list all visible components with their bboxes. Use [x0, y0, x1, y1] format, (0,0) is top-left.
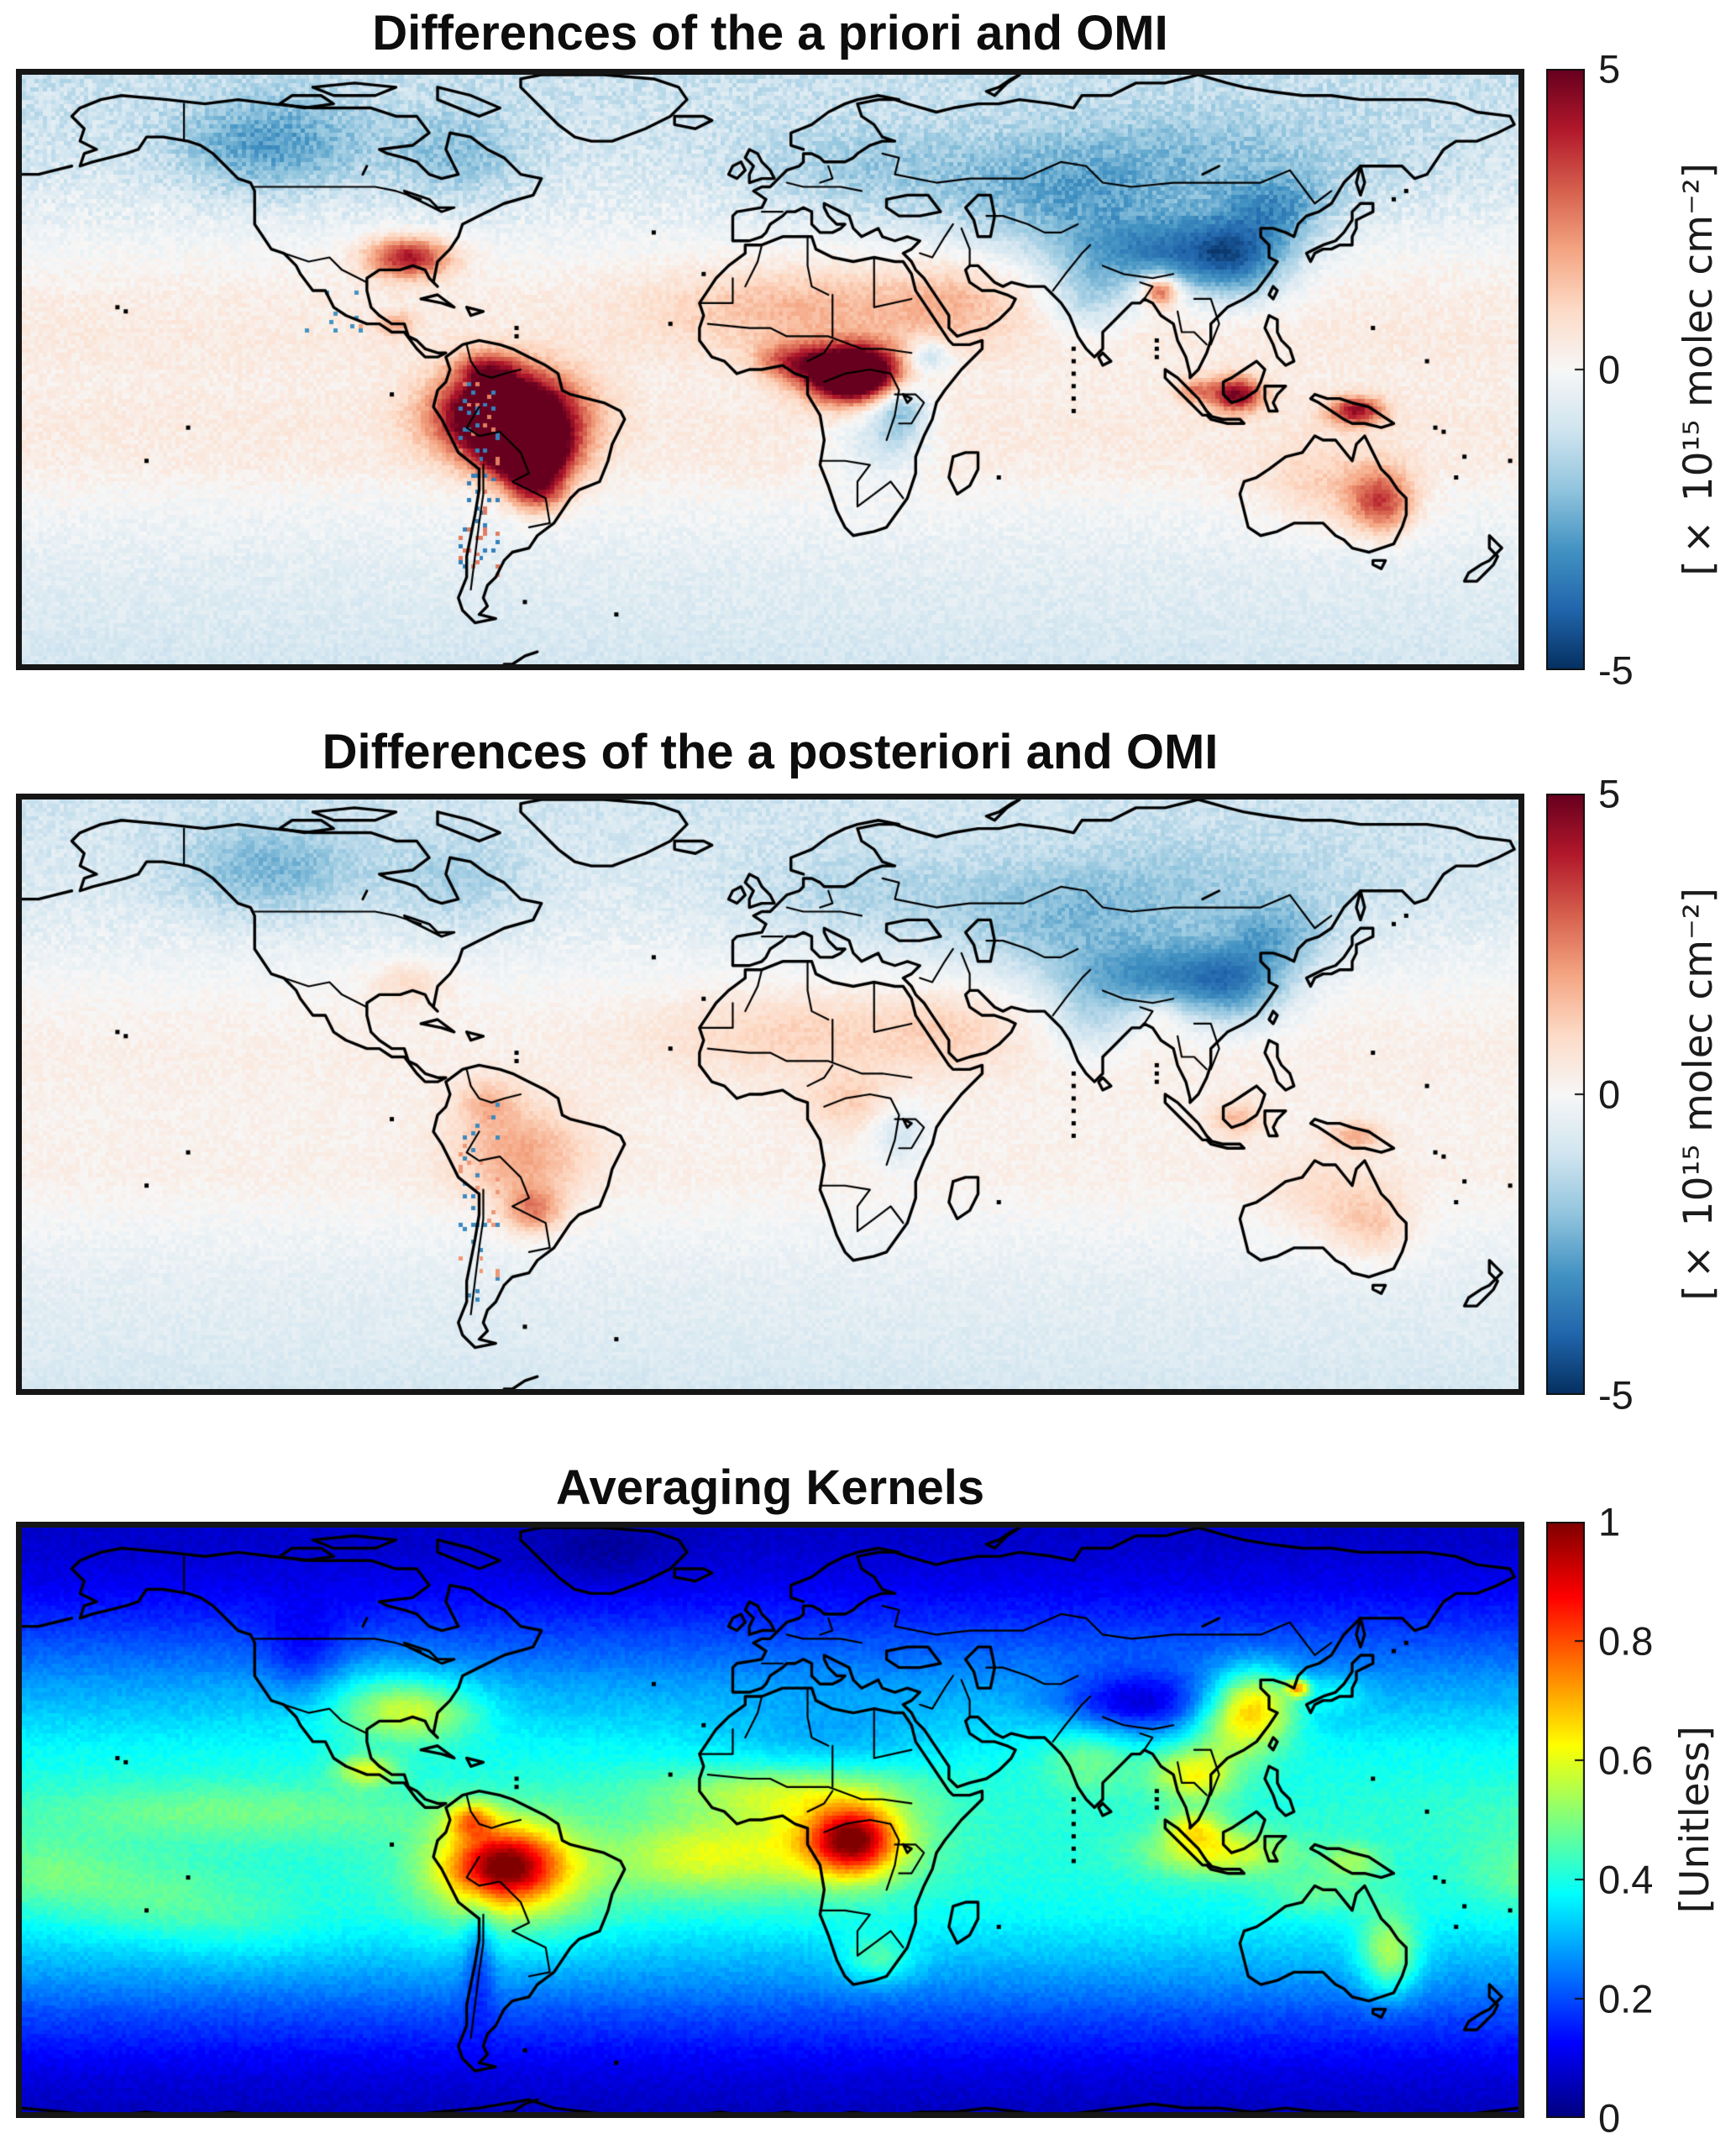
colorbar-kernels-ticks: 1 0.8 0.6 0.4 0.2 0 — [1598, 1500, 1716, 2139]
panel2-title: Differences of the a posteriori and OMI — [322, 725, 1219, 779]
tick-label: 0 — [1598, 1072, 1621, 1117]
unit-label: [× 10¹⁵ molec cm⁻²] — [1675, 163, 1722, 576]
colorbar-aposteriori-unit: [× 10¹⁵ molec cm⁻²] — [1665, 794, 1732, 1395]
colorbar-kernels — [1546, 1522, 1585, 2118]
tick-label: 0 — [1598, 2095, 1621, 2139]
map-aposteriori-canvas — [22, 800, 1518, 1389]
map-aposteriori-minus-omi — [16, 794, 1524, 1395]
map-apriori-canvas — [22, 75, 1518, 664]
colorbar-apriori — [1546, 69, 1585, 670]
unit-label: [Unitless] — [1671, 1726, 1718, 1914]
map-averaging-kernels — [16, 1522, 1524, 2118]
tick-label: -5 — [1598, 1372, 1634, 1418]
tick-label: 0.4 — [1598, 1857, 1654, 1902]
tick-label: 0 — [1598, 347, 1621, 392]
tick-label: 0.2 — [1598, 1976, 1654, 2021]
tick-label: 5 — [1598, 46, 1621, 92]
colorbar-apriori-ticks: 5 0 -5 — [1598, 47, 1716, 693]
panel1-title: Differences of the a priori and OMI — [372, 6, 1168, 60]
colorbar-apriori-unit: [× 10¹⁵ molec cm⁻²] — [1665, 69, 1732, 670]
tick-label: 0.8 — [1598, 1618, 1654, 1664]
tick-label: 0.6 — [1598, 1738, 1654, 1783]
colorbar-aposteriori — [1546, 794, 1585, 1395]
colorbar-kernels-canvas — [1546, 1522, 1585, 2118]
unit-label: [× 10¹⁵ molec cm⁻²] — [1675, 888, 1722, 1301]
map-kernels-canvas — [22, 1528, 1518, 2112]
tick-label: 1 — [1598, 1499, 1621, 1544]
map-apriori-minus-omi — [16, 69, 1524, 670]
colorbar-aposteriori-canvas — [1546, 794, 1585, 1395]
tick-label: -5 — [1598, 647, 1634, 693]
tick-label: 5 — [1598, 771, 1621, 816]
panel3-title: Averaging Kernels — [555, 1460, 985, 1515]
colorbar-apriori-canvas — [1546, 69, 1585, 670]
colorbar-kernels-unit: [Unitless] — [1661, 1522, 1728, 2118]
colorbar-aposteriori-ticks: 5 0 -5 — [1598, 772, 1716, 1418]
